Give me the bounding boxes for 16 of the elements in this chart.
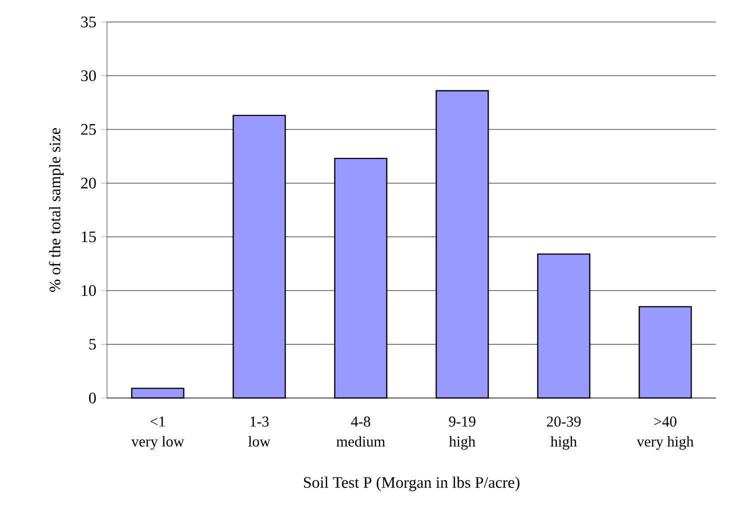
y-tick-label: 20	[81, 178, 96, 189]
y-tick-label: 25	[81, 124, 96, 135]
y-axis-title: % of the total sample size	[48, 128, 64, 292]
x-tick-label: 1-3 low	[248, 416, 270, 447]
x-tick-label: >40 very high	[636, 416, 694, 450]
x-tick-label: 20-39 high	[546, 416, 581, 450]
y-tick-label: 0	[89, 392, 96, 404]
x-tick-label: 9-19 high	[448, 416, 476, 450]
x-axis-title: Soil Test P (Morgan in lbs P/acre)	[304, 476, 520, 492]
y-tick-label: 15	[82, 231, 96, 242]
y-tick-label: 10	[82, 285, 96, 296]
y-tick-label: 5	[89, 338, 96, 350]
x-tick-label: <1 very low	[131, 416, 184, 450]
y-tick-label: 35	[81, 16, 96, 28]
y-tick-label: 30	[81, 70, 96, 82]
x-tick-label: 4-8 medium	[336, 416, 386, 447]
